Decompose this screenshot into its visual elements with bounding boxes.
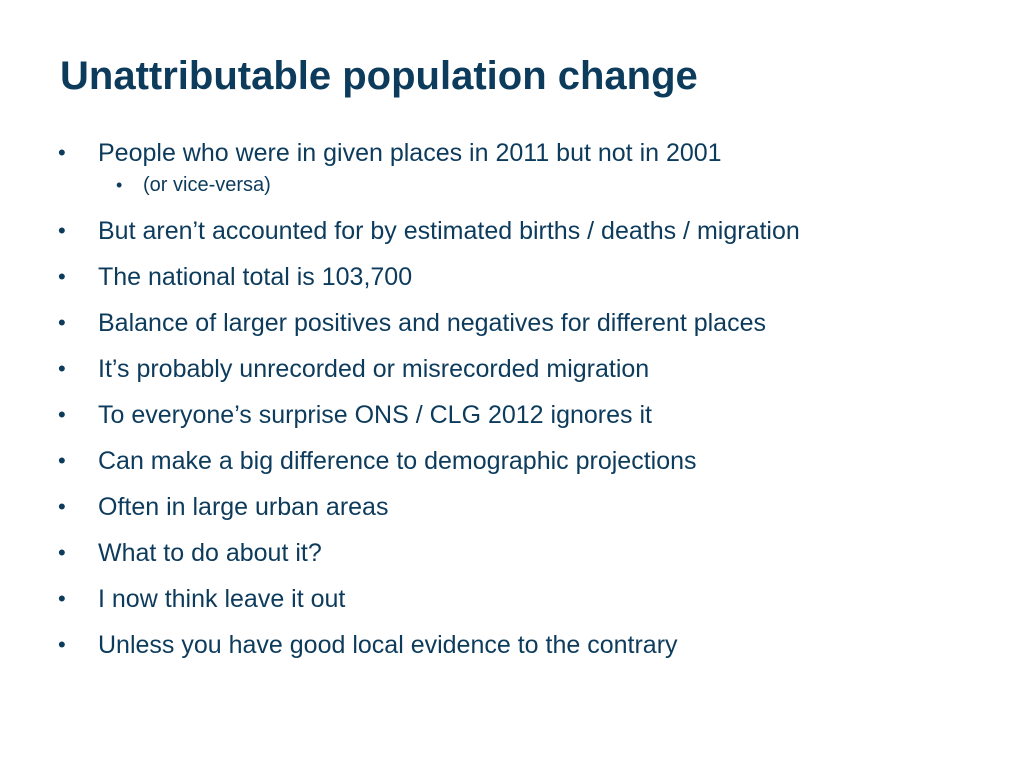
- bullet-marker: •: [58, 586, 66, 611]
- bullet-item: • It’s probably unrecorded or misrecorde…: [56, 350, 996, 396]
- sub-bullet-text: (or vice-versa): [143, 174, 271, 196]
- bullet-text: Balance of larger positives and negative…: [98, 309, 766, 337]
- bullet-item: • Often in large urban areas: [56, 488, 996, 534]
- bullet-item: • Balance of larger positives and negati…: [56, 304, 996, 350]
- bullet-text: Often in large urban areas: [98, 493, 389, 521]
- bullet-marker: •: [58, 494, 66, 519]
- bullet-list: • People who were in given places in 201…: [56, 134, 996, 672]
- bullet-item: • What to do about it?: [56, 534, 996, 580]
- bullet-marker: •: [58, 310, 66, 335]
- bullet-text: It’s probably unrecorded or misrecorded …: [98, 355, 650, 383]
- bullet-marker: •: [58, 402, 66, 427]
- bullet-item: • The national total is 103,700: [56, 258, 996, 304]
- bullet-item: • Unless you have good local evidence to…: [56, 626, 996, 672]
- bullet-marker: •: [58, 264, 66, 289]
- bullet-text: Can make a big difference to demographic…: [98, 447, 697, 475]
- bullet-text: To everyone’s surprise ONS / CLG 2012 ig…: [98, 401, 652, 429]
- bullet-item: • Can make a big difference to demograph…: [56, 442, 996, 488]
- bullet-marker: •: [58, 632, 66, 657]
- bullet-item: • People who were in given places in 201…: [56, 134, 996, 180]
- bullet-text: I now think leave it out: [98, 585, 346, 613]
- sub-bullet-item: • (or vice-versa): [56, 172, 996, 212]
- bullet-item: • To everyone’s surprise ONS / CLG 2012 …: [56, 396, 996, 442]
- bullet-text: But aren’t accounted for by estimated bi…: [98, 217, 800, 245]
- bullet-item: • I now think leave it out: [56, 580, 996, 626]
- bullet-marker: •: [58, 540, 66, 565]
- bullet-text: The national total is 103,700: [98, 263, 413, 291]
- bullet-text: Unless you have good local evidence to t…: [98, 631, 678, 659]
- slide-title: Unattributable population change: [60, 54, 698, 98]
- bullet-text: What to do about it?: [98, 539, 322, 567]
- bullet-marker: •: [58, 140, 66, 165]
- sub-bullet-marker: •: [116, 175, 123, 195]
- bullet-marker: •: [58, 448, 66, 473]
- bullet-marker: •: [58, 356, 66, 381]
- bullet-text: People who were in given places in 2011 …: [98, 139, 722, 167]
- bullet-marker: •: [58, 218, 66, 243]
- bullet-item: • But aren’t accounted for by estimated …: [56, 212, 996, 258]
